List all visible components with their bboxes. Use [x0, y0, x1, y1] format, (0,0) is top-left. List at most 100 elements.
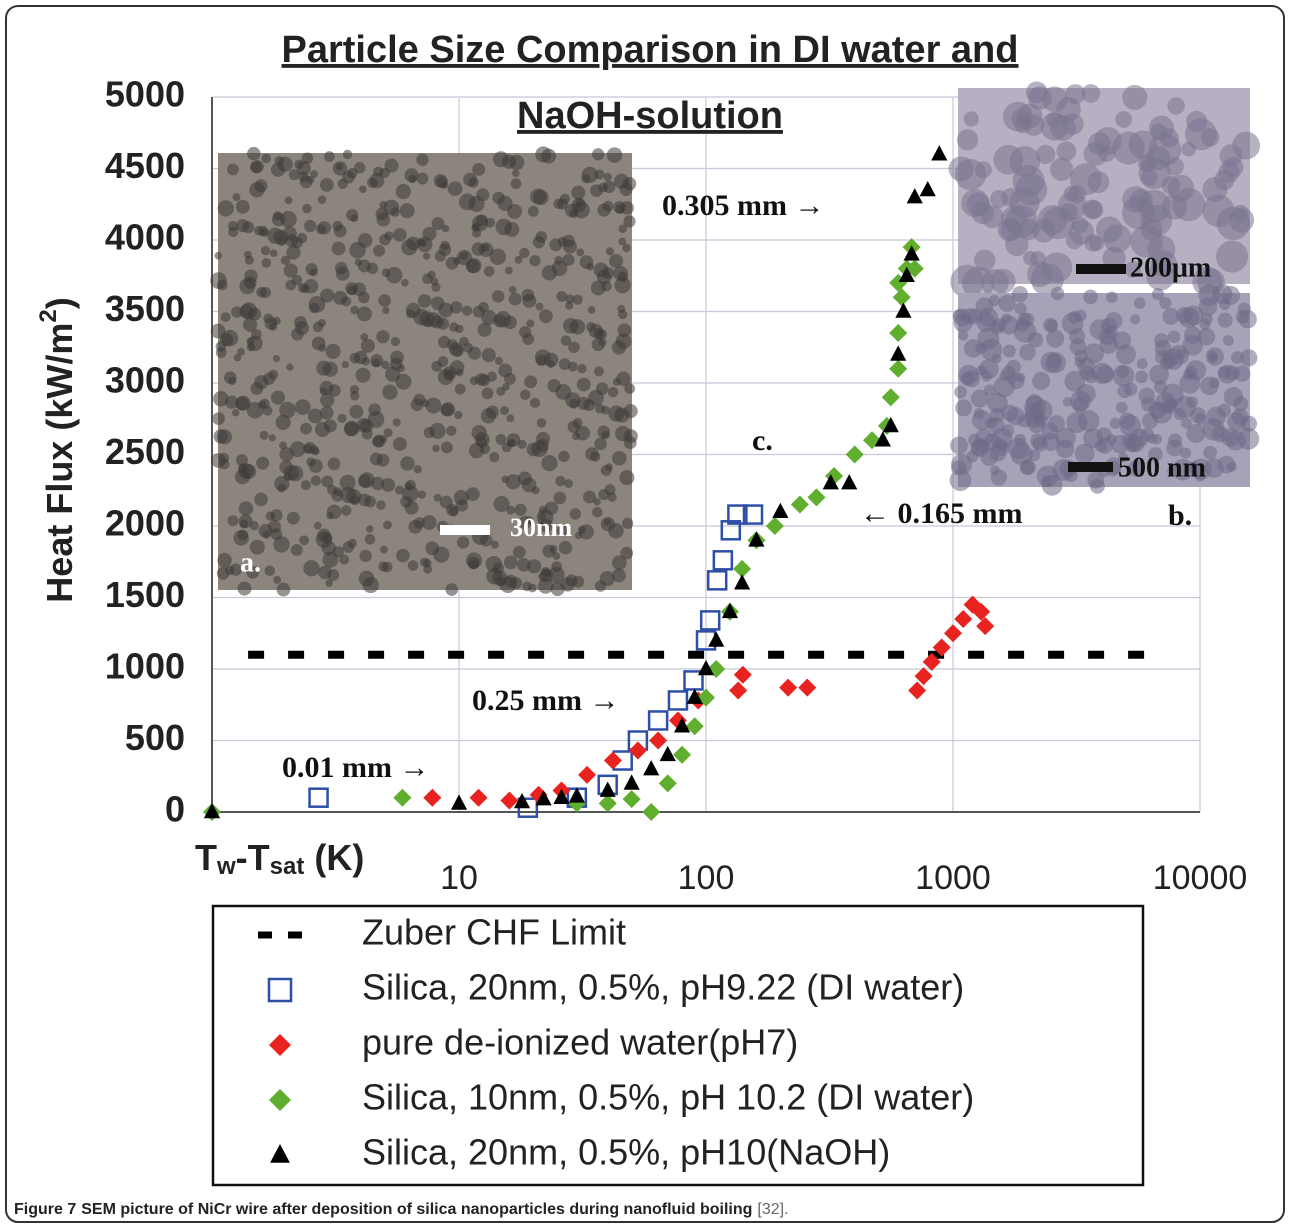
y-tick-label: 0 [165, 789, 185, 830]
marker [889, 359, 908, 378]
texture [560, 335, 572, 346]
texture [317, 195, 327, 204]
texture [970, 389, 989, 408]
texture [320, 392, 335, 408]
texture [1069, 338, 1087, 356]
texture [1046, 329, 1065, 348]
texture [269, 249, 278, 258]
texture [1032, 371, 1051, 390]
texture [227, 163, 239, 176]
texture [519, 247, 530, 259]
texture [294, 399, 311, 415]
texture [1112, 331, 1132, 350]
texture [231, 306, 243, 318]
texture [1020, 459, 1036, 476]
texture [602, 266, 615, 280]
texture [594, 169, 605, 180]
marker [919, 180, 936, 197]
texture [550, 581, 565, 597]
marker [892, 288, 911, 307]
texture [1167, 174, 1195, 202]
texture [1206, 406, 1226, 427]
marker [742, 504, 764, 525]
texture [492, 290, 505, 303]
texture [492, 151, 509, 168]
texture [1047, 415, 1065, 433]
texture [385, 366, 401, 382]
texture [554, 255, 563, 265]
texture [524, 375, 538, 389]
x-label-part: (K) [304, 837, 364, 878]
texture [213, 390, 229, 407]
texture [358, 570, 375, 587]
texture [525, 516, 534, 525]
marker [628, 741, 647, 760]
legend-label: Silica, 20nm, 0.5%, pH10(NaOH) [362, 1132, 890, 1173]
texture [379, 167, 390, 179]
texture [981, 268, 1009, 297]
texture [381, 268, 391, 277]
marker [599, 781, 616, 797]
texture [447, 181, 463, 197]
texture [601, 281, 612, 292]
texture [1083, 289, 1098, 305]
texture [1240, 349, 1258, 367]
marker [954, 609, 973, 628]
texture [1081, 84, 1101, 103]
texture [510, 178, 522, 190]
texture [235, 199, 250, 214]
texture [598, 338, 607, 347]
texture [512, 545, 526, 559]
texture [544, 501, 559, 516]
texture [315, 531, 333, 548]
texture [1151, 287, 1165, 301]
texture [952, 308, 966, 322]
texture [534, 349, 551, 366]
texture [622, 517, 634, 529]
marker [450, 794, 468, 810]
texture [1117, 383, 1132, 399]
texture [1026, 394, 1043, 411]
texture [360, 333, 369, 341]
texture [605, 247, 614, 256]
texture [390, 350, 404, 365]
texture [471, 425, 487, 441]
texture [1096, 365, 1115, 384]
texture [434, 250, 446, 262]
texture [519, 326, 532, 339]
texture [288, 169, 300, 181]
texture [966, 308, 983, 325]
texture [334, 261, 348, 275]
texture [988, 295, 1001, 307]
marker [841, 474, 858, 490]
texture [1203, 445, 1217, 460]
texture [264, 565, 275, 576]
marker [931, 145, 948, 161]
texture [538, 578, 554, 594]
texture [256, 456, 270, 470]
texture [950, 264, 984, 299]
texture [341, 360, 350, 369]
texture [400, 456, 415, 471]
texture [608, 523, 624, 539]
texture [1062, 397, 1073, 407]
texture [228, 376, 237, 385]
texture [611, 340, 627, 355]
texture [607, 386, 619, 398]
texture [481, 348, 496, 363]
texture [493, 495, 510, 512]
texture [262, 405, 273, 416]
texture [565, 574, 578, 587]
texture [309, 445, 319, 455]
annotation: 0.305 mm → [662, 189, 824, 222]
texture [555, 475, 566, 487]
legend-label: Silica, 10nm, 0.5%, pH 10.2 (DI water) [362, 1077, 974, 1118]
texture [335, 162, 344, 171]
marker [976, 617, 995, 636]
texture [433, 493, 442, 502]
texture [558, 450, 570, 463]
texture [440, 240, 450, 251]
y-tick-label: 2500 [105, 431, 185, 472]
texture [238, 501, 254, 516]
texture [572, 294, 583, 305]
